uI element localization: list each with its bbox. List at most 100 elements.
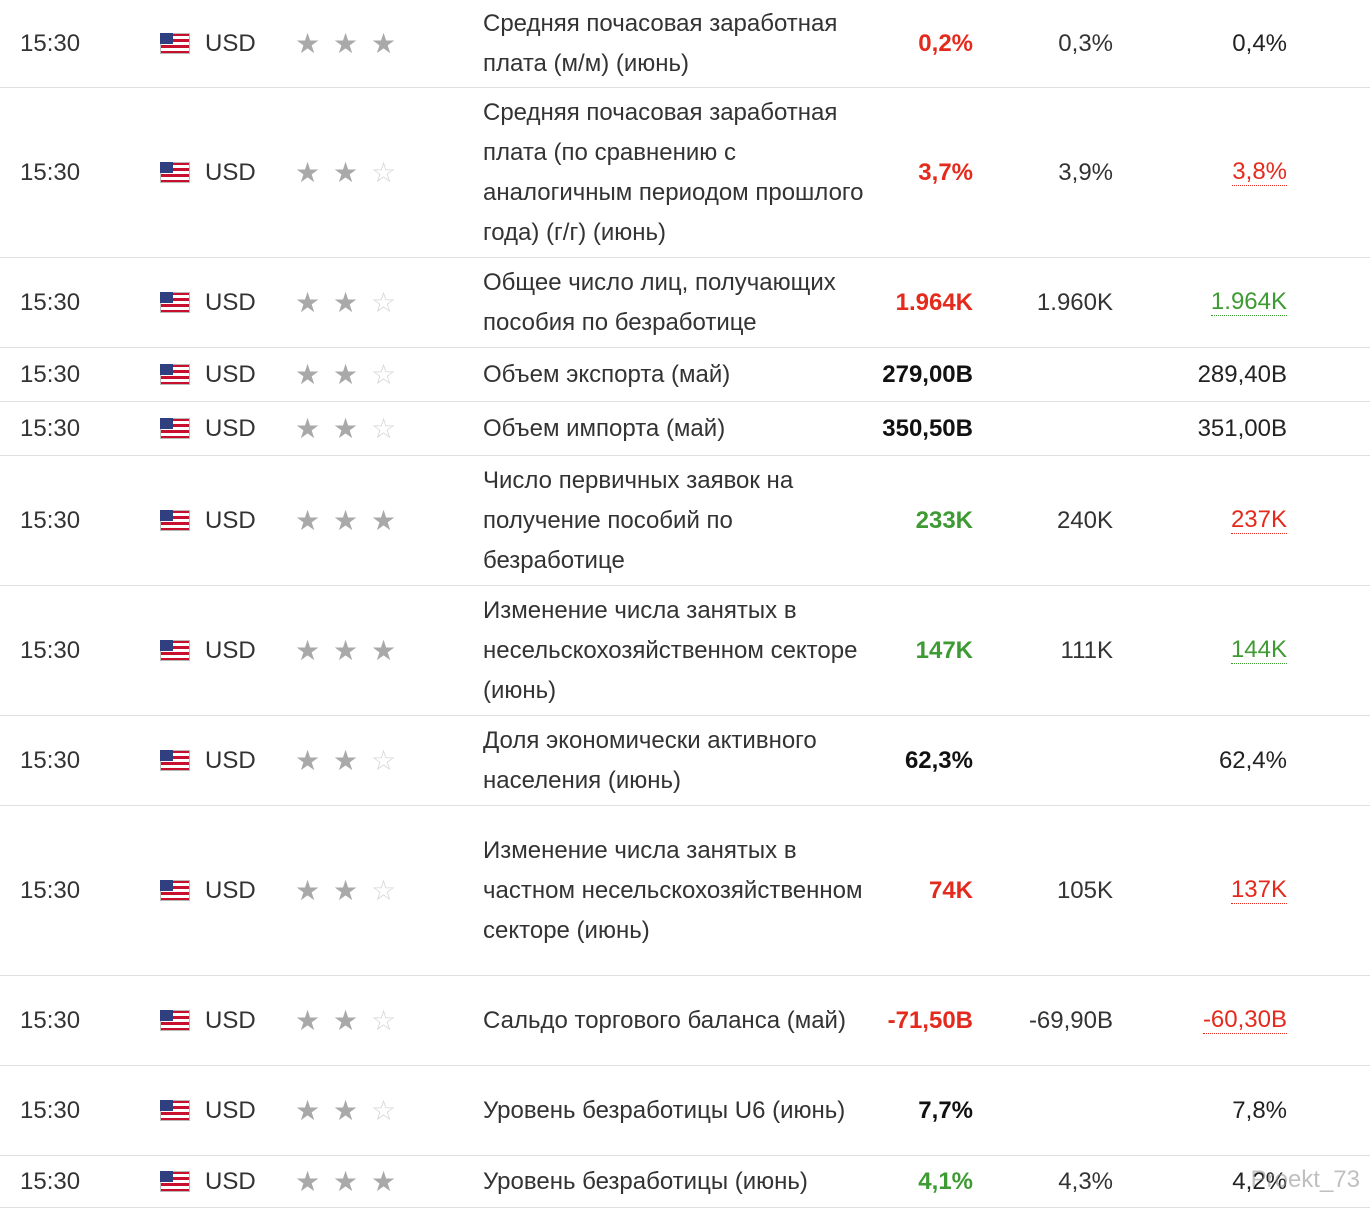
event-name-text[interactable]: Общее число лиц, получающих пособия по б… xyxy=(483,268,836,336)
event-name[interactable]: Доля экономически активного населения (и… xyxy=(483,716,873,805)
event-name[interactable]: Число первичных заявок на получение посо… xyxy=(483,456,873,585)
event-name-text[interactable]: Доля экономически активного населения (и… xyxy=(483,726,817,794)
table-row[interactable]: 15:30 USD ★ ★ ★ Число первичных заявок на пол… xyxy=(0,456,1370,586)
previous-value: 144K xyxy=(1150,586,1287,715)
forecast-value xyxy=(990,402,1113,455)
table-row[interactable]: 15:30 USD ★ ★ ☆ Объем импорта (май) 350,50B 351… xyxy=(0,402,1370,456)
actual-value-text: 350,50B xyxy=(882,414,973,442)
importance-rating: ★ ★ ☆ xyxy=(294,976,414,1065)
currency-code: USD xyxy=(205,1096,256,1124)
us-flag-icon xyxy=(160,292,190,313)
previous-revised-value[interactable]: 144K xyxy=(1230,636,1287,664)
event-name[interactable]: Средняя почасовая заработная плата (м/м)… xyxy=(483,0,873,87)
event-name[interactable]: Изменение числа занятых в несельскохозяй… xyxy=(483,586,873,715)
previous-revised-value[interactable]: -60,30B xyxy=(1202,1006,1287,1034)
actual-value: 7,7% xyxy=(820,1066,973,1155)
event-name-text[interactable]: Изменение числа занятых в частном несель… xyxy=(483,836,863,944)
importance-rating: ★ ★ ☆ xyxy=(294,1066,414,1155)
event-name[interactable]: Объем экспорта (май) xyxy=(483,348,873,401)
event-name[interactable]: Объем импорта (май) xyxy=(483,402,873,455)
star-outline-icon: ☆ xyxy=(370,412,397,444)
event-name[interactable]: Изменение числа занятых в частном несель… xyxy=(483,806,873,975)
currency-cell: USD xyxy=(160,1066,280,1155)
star-filled-icon: ★ xyxy=(332,358,359,390)
actual-value-text: 233K xyxy=(915,506,973,534)
table-row[interactable]: 15:30 USD ★ ★ ☆ Уровень безработицы U6 (июнь)… xyxy=(0,1066,1370,1156)
importance-rating: ★ ★ ☆ xyxy=(294,88,414,257)
event-name-text[interactable]: Уровень безработицы U6 (июнь) xyxy=(483,1096,846,1124)
table-row[interactable]: 15:30 USD ★ ★ ☆ Сальдо торгового баланса (май… xyxy=(0,976,1370,1066)
forecast-value: 105K xyxy=(1056,876,1113,904)
previous-revised-value[interactable]: 1.964K xyxy=(1210,288,1287,316)
star-filled-icon: ★ xyxy=(332,1094,359,1126)
table-row[interactable]: 15:30 USD ★ ★ ★ Уровень безработицы (июнь) 4,1… xyxy=(0,1156,1370,1208)
event-time: 15:30 xyxy=(20,1096,81,1124)
event-time: 15:30 xyxy=(20,506,81,534)
previous-revised-value[interactable]: 137K xyxy=(1230,876,1287,904)
previous-value: 1.964K xyxy=(1150,258,1287,347)
event-name-text[interactable]: Изменение числа занятых в несельскохозяй… xyxy=(483,596,858,704)
table-row[interactable]: 15:30 USD ★ ★ ☆ Доля экономически активного н… xyxy=(0,716,1370,806)
event-name[interactable]: Уровень безработицы U6 (июнь) xyxy=(483,1066,873,1155)
us-flag-icon xyxy=(160,364,190,385)
star-outline-icon: ☆ xyxy=(370,286,397,318)
currency-cell: USD xyxy=(160,806,280,975)
table-row[interactable]: 15:30 USD ★ ★ ☆ Общее число лиц, получающих п… xyxy=(0,258,1370,348)
actual-value-text: 1.964K xyxy=(895,288,973,316)
previous-value: 7,8% xyxy=(1150,1066,1287,1155)
actual-value: 350,50B xyxy=(820,402,973,455)
actual-value: 1.964K xyxy=(820,258,973,347)
previous-value: 4,2% xyxy=(1150,1156,1287,1207)
event-name-text[interactable]: Средняя почасовая заработная плата (м/м)… xyxy=(483,9,838,77)
star-filled-icon: ★ xyxy=(294,1165,321,1197)
table-row[interactable]: 15:30 USD ★ ★ ★ Средняя почасовая заработная … xyxy=(0,0,1370,88)
star-filled-icon: ★ xyxy=(370,1165,397,1197)
event-name[interactable]: Уровень безработицы (июнь) xyxy=(483,1156,873,1207)
forecast-value: 240K xyxy=(1056,506,1113,534)
us-flag-icon xyxy=(160,162,190,183)
event-name[interactable]: Средняя почасовая заработная плата (по с… xyxy=(483,88,873,257)
us-flag-icon xyxy=(160,1171,190,1192)
currency-code: USD xyxy=(205,636,256,664)
star-filled-icon: ★ xyxy=(294,634,321,666)
star-filled-icon: ★ xyxy=(294,358,321,390)
previous-value: 351,00B xyxy=(1150,402,1287,455)
event-name-text[interactable]: Уровень безработицы (июнь) xyxy=(483,1167,808,1195)
forecast-value: 111K xyxy=(1060,636,1114,664)
actual-value: 233K xyxy=(820,456,973,585)
table-row[interactable]: 15:30 USD ★ ★ ☆ Средняя почасовая заработная … xyxy=(0,88,1370,258)
us-flag-icon xyxy=(160,510,190,531)
table-row[interactable]: 15:30 USD ★ ★ ★ Изменение числа занятых в нес… xyxy=(0,586,1370,716)
currency-code: USD xyxy=(205,506,256,534)
forecast-value xyxy=(990,348,1113,401)
star-outline-icon: ☆ xyxy=(370,1004,397,1036)
star-filled-icon: ★ xyxy=(294,286,321,318)
actual-value-text: 3,7% xyxy=(918,158,973,186)
star-outline-icon: ☆ xyxy=(370,874,397,906)
forecast-value: 1.960K xyxy=(1036,288,1113,316)
currency-cell: USD xyxy=(160,402,280,455)
table-row[interactable]: 15:30 USD ★ ★ ☆ Изменение числа занятых в час… xyxy=(0,806,1370,976)
actual-value-text: 7,7% xyxy=(918,1096,973,1124)
star-filled-icon: ★ xyxy=(332,744,359,776)
event-name-text[interactable]: Число первичных заявок на получение посо… xyxy=(483,466,794,574)
event-name-text[interactable]: Объем экспорта (май) xyxy=(483,360,731,388)
event-name[interactable]: Общее число лиц, получающих пособия по б… xyxy=(483,258,873,347)
currency-cell: USD xyxy=(160,258,280,347)
importance-rating: ★ ★ ★ xyxy=(294,0,414,87)
event-name-text[interactable]: Средняя почасовая заработная плата (по с… xyxy=(483,98,864,246)
event-name[interactable]: Сальдо торгового баланса (май) xyxy=(483,976,873,1065)
previous-value: 0,4% xyxy=(1150,0,1287,87)
us-flag-icon xyxy=(160,750,190,771)
star-outline-icon: ☆ xyxy=(370,744,397,776)
previous-revised-value[interactable]: 237K xyxy=(1230,506,1287,534)
event-time: 15:30 xyxy=(20,29,81,57)
event-name-text[interactable]: Сальдо торгового баланса (май) xyxy=(483,1006,846,1034)
star-filled-icon: ★ xyxy=(332,1004,359,1036)
us-flag-icon xyxy=(160,880,190,901)
us-flag-icon xyxy=(160,418,190,439)
event-name-text[interactable]: Объем импорта (май) xyxy=(483,414,726,442)
previous-value-text: 4,2% xyxy=(1232,1167,1287,1195)
table-row[interactable]: 15:30 USD ★ ★ ☆ Объем экспорта (май) 279,00B 28… xyxy=(0,348,1370,402)
previous-revised-value[interactable]: 3,8% xyxy=(1232,158,1287,186)
